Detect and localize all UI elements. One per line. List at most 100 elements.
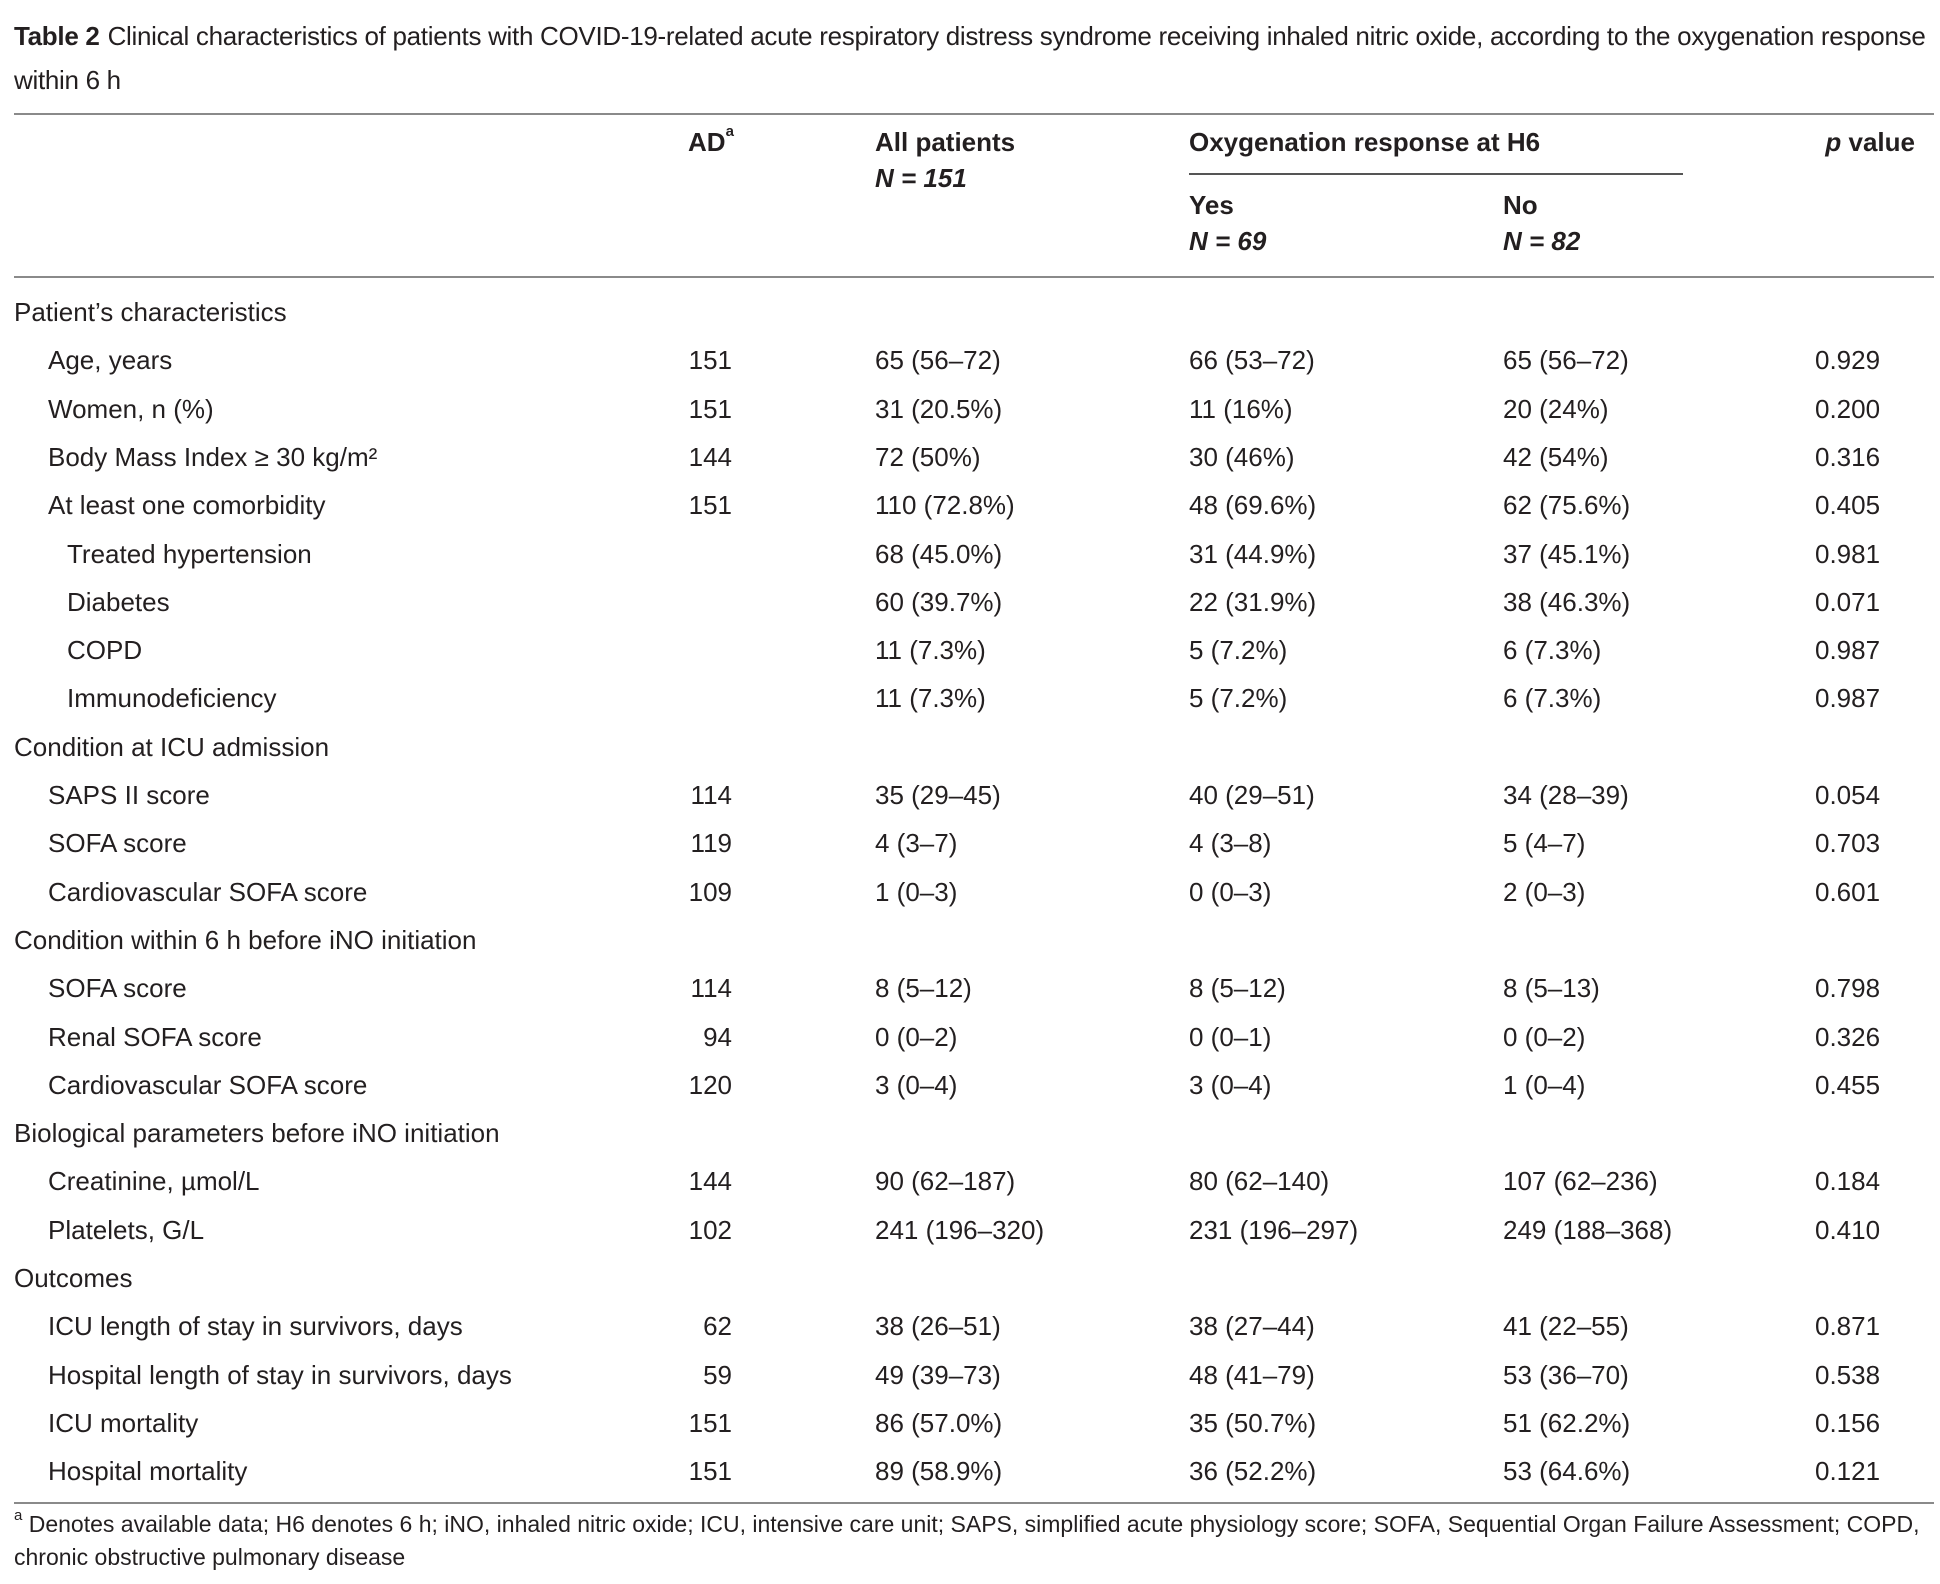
row-label: Diabetes [67,586,170,617]
cell-yes: 11 (16%) [1189,393,1293,424]
cell-no: 1 (0–4) [1503,1069,1586,1100]
row-label: SOFA score [48,828,187,859]
cell-no: 41 (22–55) [1503,1311,1629,1342]
cell-no: 37 (45.1%) [1503,538,1631,569]
cell-no: 53 (64.6%) [1503,1456,1631,1487]
cell-all-patients: 1 (0–3) [875,876,958,907]
footnote-sup: a [14,1507,23,1524]
cell-p-value: 0.987 [1815,635,1881,666]
header-p-value: p value [1825,124,1915,160]
cell-all-patients: 31 (20.5%) [875,393,1003,424]
cell-all-patients: 11 (7.3%) [875,635,986,666]
header-yes-n: N = 69 [1189,226,1267,256]
section-heading: Outcomes [14,1263,133,1293]
cell-p-value: 0.798 [1815,973,1881,1004]
cell-p-value: 0.871 [1815,1311,1881,1342]
cell-ad: 109 [688,876,732,907]
row-label: Renal SOFA score [48,1021,262,1052]
cell-p-value: 0.703 [1815,828,1881,859]
cell-p-value: 0.156 [1815,1407,1881,1438]
cell-yes: 80 (62–140) [1189,1166,1330,1197]
cell-no: 249 (188–368) [1503,1214,1673,1245]
cell-ad: 102 [688,1214,732,1245]
header-all: All patients N = 151 [875,124,1015,196]
cell-all-patients: 110 (72.8%) [875,490,1015,521]
cell-p-value: 0.071 [1815,586,1881,617]
cell-no: 34 (28–39) [1503,780,1629,810]
row-label: Hospital length of stay in survivors, da… [48,1359,512,1390]
row-label: SAPS II score [48,780,210,810]
cell-yes: 0 (0–3) [1189,876,1272,907]
cell-ad: 151 [688,1456,732,1487]
cell-ad: 94 [703,1021,732,1052]
cell-all-patients: 60 (39.7%) [875,586,1003,617]
cell-p-value: 0.405 [1815,490,1881,521]
header-p-rest: value [1841,127,1916,157]
row-label: ICU mortality [48,1407,199,1438]
cell-all-patients: 72 (50%) [875,441,981,472]
cell-p-value: 0.987 [1815,683,1881,714]
cell-all-patients: 38 (26–51) [875,1311,1001,1342]
cell-yes: 48 (69.6%) [1189,490,1317,521]
cell-all-patients: 8 (5–12) [875,973,972,1004]
cell-no: 62 (75.6%) [1503,490,1631,521]
cell-all-patients: 86 (57.0%) [875,1407,1003,1438]
cell-yes: 5 (7.2%) [1189,683,1288,714]
cell-yes: 4 (3–8) [1189,828,1272,859]
cell-ad: 120 [688,1069,732,1100]
cell-no: 38 (46.3%) [1503,586,1631,617]
row-label: Cardiovascular SOFA score [48,876,368,907]
row-label: Platelets, G/L [48,1214,205,1245]
cell-ad: 114 [690,780,732,810]
cell-no: 6 (7.3%) [1503,635,1602,666]
table-label: Table 2 [14,21,100,51]
cell-yes: 22 (31.9%) [1189,586,1317,617]
cell-p-value: 0.200 [1815,393,1881,424]
cell-yes: 30 (46%) [1189,441,1295,472]
row-label: Cardiovascular SOFA score [48,1069,368,1100]
row-label: Women, n (%) [48,393,214,424]
header-no: No N = 82 [1503,187,1580,259]
cell-ad: 151 [688,393,732,424]
cell-all-patients: 11 (7.3%) [875,683,986,714]
header-yes-label: Yes [1189,190,1234,220]
cell-ad: 114 [690,973,732,1004]
cell-all-patients: 4 (3–7) [875,828,958,859]
row-label: Immunodeficiency [67,683,277,714]
header-ad: ADa [688,124,734,160]
cell-p-value: 0.538 [1815,1359,1881,1390]
cell-no: 51 (62.2%) [1503,1407,1631,1438]
cell-no: 5 (4–7) [1503,828,1586,859]
cell-ad: 59 [703,1359,732,1390]
cell-p-value: 0.184 [1815,1166,1881,1197]
cell-yes: 31 (44.9%) [1189,538,1317,569]
cell-all-patients: 0 (0–2) [875,1021,958,1052]
cell-p-value: 0.054 [1815,780,1881,810]
section-heading: Condition at ICU admission [14,731,330,762]
footnote-text: Denotes available data; H6 denotes 6 h; … [14,1511,1920,1570]
cell-yes: 38 (27–44) [1189,1311,1315,1342]
row-label: Hospital mortality [48,1456,248,1487]
cell-all-patients: 35 (29–45) [875,780,1001,810]
cell-all-patients: 89 (58.9%) [875,1456,1003,1487]
cell-yes: 3 (0–4) [1189,1069,1272,1100]
cell-all-patients: 65 (56–72) [875,345,1001,376]
header-no-n: N = 82 [1503,226,1581,256]
cell-yes: 231 (196–297) [1189,1214,1359,1245]
cell-p-value: 0.121 [1815,1456,1881,1487]
cell-ad: 151 [688,1407,732,1438]
table-caption: Table 2 Clinical characteristics of patie… [14,14,1934,102]
row-label: Body Mass Index ≥ 30 kg/m² [48,441,378,472]
cell-ad: 151 [688,345,732,376]
section-heading: Condition within 6 h before iNO initiati… [14,924,477,955]
cell-yes: 66 (53–72) [1189,345,1315,376]
cell-ad: 119 [690,828,732,859]
section-heading: Patient’s characteristics [14,297,287,327]
row-label: ICU length of stay in survivors, days [48,1311,463,1342]
header-yes: Yes N = 69 [1189,187,1266,259]
cell-yes: 40 (29–51) [1189,780,1315,810]
cell-yes: 48 (41–79) [1189,1359,1315,1390]
header-p-italic: p [1825,127,1842,157]
cell-all-patients: 90 (62–187) [875,1166,1016,1197]
header-rule [14,276,1934,278]
